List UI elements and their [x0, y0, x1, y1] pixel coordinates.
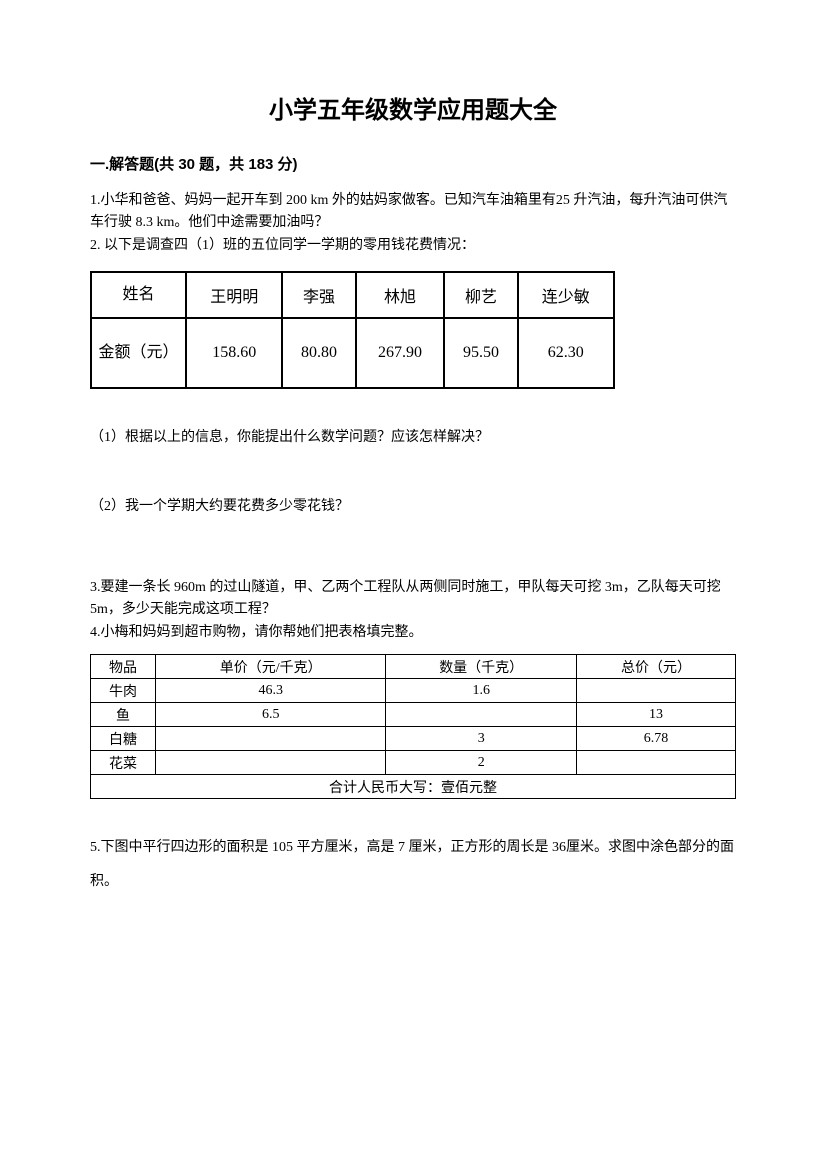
cell: 鱼	[91, 703, 156, 727]
table-footer: 合计人民币大写：壹佰元整	[91, 775, 736, 799]
question-2-intro: 2. 以下是调查四（1）班的五位同学一学期的零用钱花费情况：	[90, 235, 736, 257]
cell	[576, 751, 735, 775]
cell	[576, 679, 735, 703]
cell: 1.6	[386, 679, 576, 703]
cell: 白糖	[91, 727, 156, 751]
cell: 牛肉	[91, 679, 156, 703]
section-header: 一.解答题(共 30 题，共 183 分)	[90, 153, 736, 174]
expense-table: 姓名 王明明 李强 林旭 柳艺 连少敏 金额（元） 158.60 80.80 2…	[90, 271, 615, 389]
cell-value: 158.60	[186, 318, 282, 388]
header-student: 王明明	[186, 272, 282, 318]
shopping-table: 物品 单价（元/千克） 数量（千克） 总价（元） 牛肉 46.3 1.6 鱼 6…	[90, 654, 736, 799]
table-row: 白糖 3 6.78	[91, 727, 736, 751]
cell	[155, 751, 386, 775]
cell-value: 267.90	[356, 318, 445, 388]
question-1: 1.小华和爸爸、妈妈一起开车到 200 km 外的姑妈家做客。已知汽车油箱里有2…	[90, 190, 736, 233]
cell: 46.3	[155, 679, 386, 703]
footer-total: 合计人民币大写：壹佰元整	[91, 775, 736, 799]
cell-value: 95.50	[444, 318, 517, 388]
col-qty: 数量（千克）	[386, 655, 576, 679]
cell: 13	[576, 703, 735, 727]
header-name: 姓名	[91, 272, 186, 318]
cell-value: 80.80	[282, 318, 355, 388]
col-total: 总价（元）	[576, 655, 735, 679]
col-item: 物品	[91, 655, 156, 679]
header-student: 林旭	[356, 272, 445, 318]
row-label-amount: 金额（元）	[91, 318, 186, 388]
cell: 花菜	[91, 751, 156, 775]
table-row: 鱼 6.5 13	[91, 703, 736, 727]
cell-value: 62.30	[518, 318, 614, 388]
cell: 2	[386, 751, 576, 775]
cell: 6.5	[155, 703, 386, 727]
cell	[386, 703, 576, 727]
question-5: 5.下图中平行四边形的面积是 105 平方厘米，高是 7 厘米，正方形的周长是 …	[90, 831, 736, 898]
table-row: 物品 单价（元/千克） 数量（千克） 总价（元）	[91, 655, 736, 679]
col-price: 单价（元/千克）	[155, 655, 386, 679]
header-student: 连少敏	[518, 272, 614, 318]
question-3: 3.要建一条长 960m 的过山隧道，甲、乙两个工程队从两侧同时施工，甲队每天可…	[90, 577, 736, 620]
cell	[155, 727, 386, 751]
table-1-wrap: 姓名 王明明 李强 林旭 柳艺 连少敏 金额（元） 158.60 80.80 2…	[90, 271, 736, 389]
cell: 3	[386, 727, 576, 751]
page-title: 小学五年级数学应用题大全	[90, 90, 736, 125]
question-2-sub2: （2）我一个学期大约要花费多少零花钱？	[90, 496, 736, 517]
header-student: 李强	[282, 272, 355, 318]
question-4: 4.小梅和妈妈到超市购物，请你帮她们把表格填完整。	[90, 622, 736, 644]
cell: 6.78	[576, 727, 735, 751]
header-student: 柳艺	[444, 272, 517, 318]
table-row: 姓名 王明明 李强 林旭 柳艺 连少敏	[91, 272, 614, 318]
table-row: 金额（元） 158.60 80.80 267.90 95.50 62.30	[91, 318, 614, 388]
table-row: 花菜 2	[91, 751, 736, 775]
table-row: 牛肉 46.3 1.6	[91, 679, 736, 703]
question-2-sub1: （1）根据以上的信息，你能提出什么数学问题？应该怎样解决？	[90, 427, 736, 448]
